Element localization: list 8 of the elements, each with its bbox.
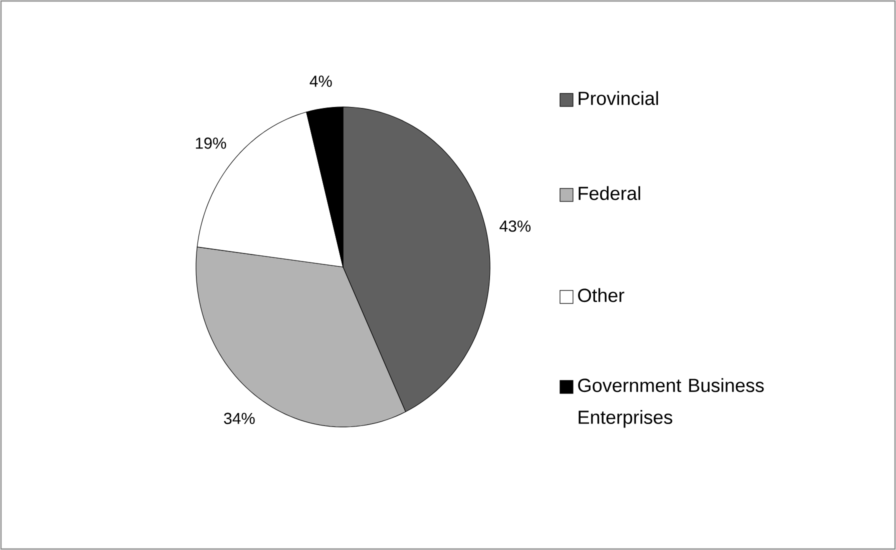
- data-label: 34%: [224, 412, 255, 424]
- legend-label: Federal: [578, 186, 640, 200]
- legend-label: Provincial: [578, 91, 658, 106]
- data-label: 19%: [196, 138, 226, 149]
- legend-label: Other: [578, 288, 624, 302]
- data-label: 43%: [500, 220, 531, 232]
- legend-label: Government Business Enterprises: [578, 378, 764, 428]
- data-label: 4%: [310, 76, 332, 87]
